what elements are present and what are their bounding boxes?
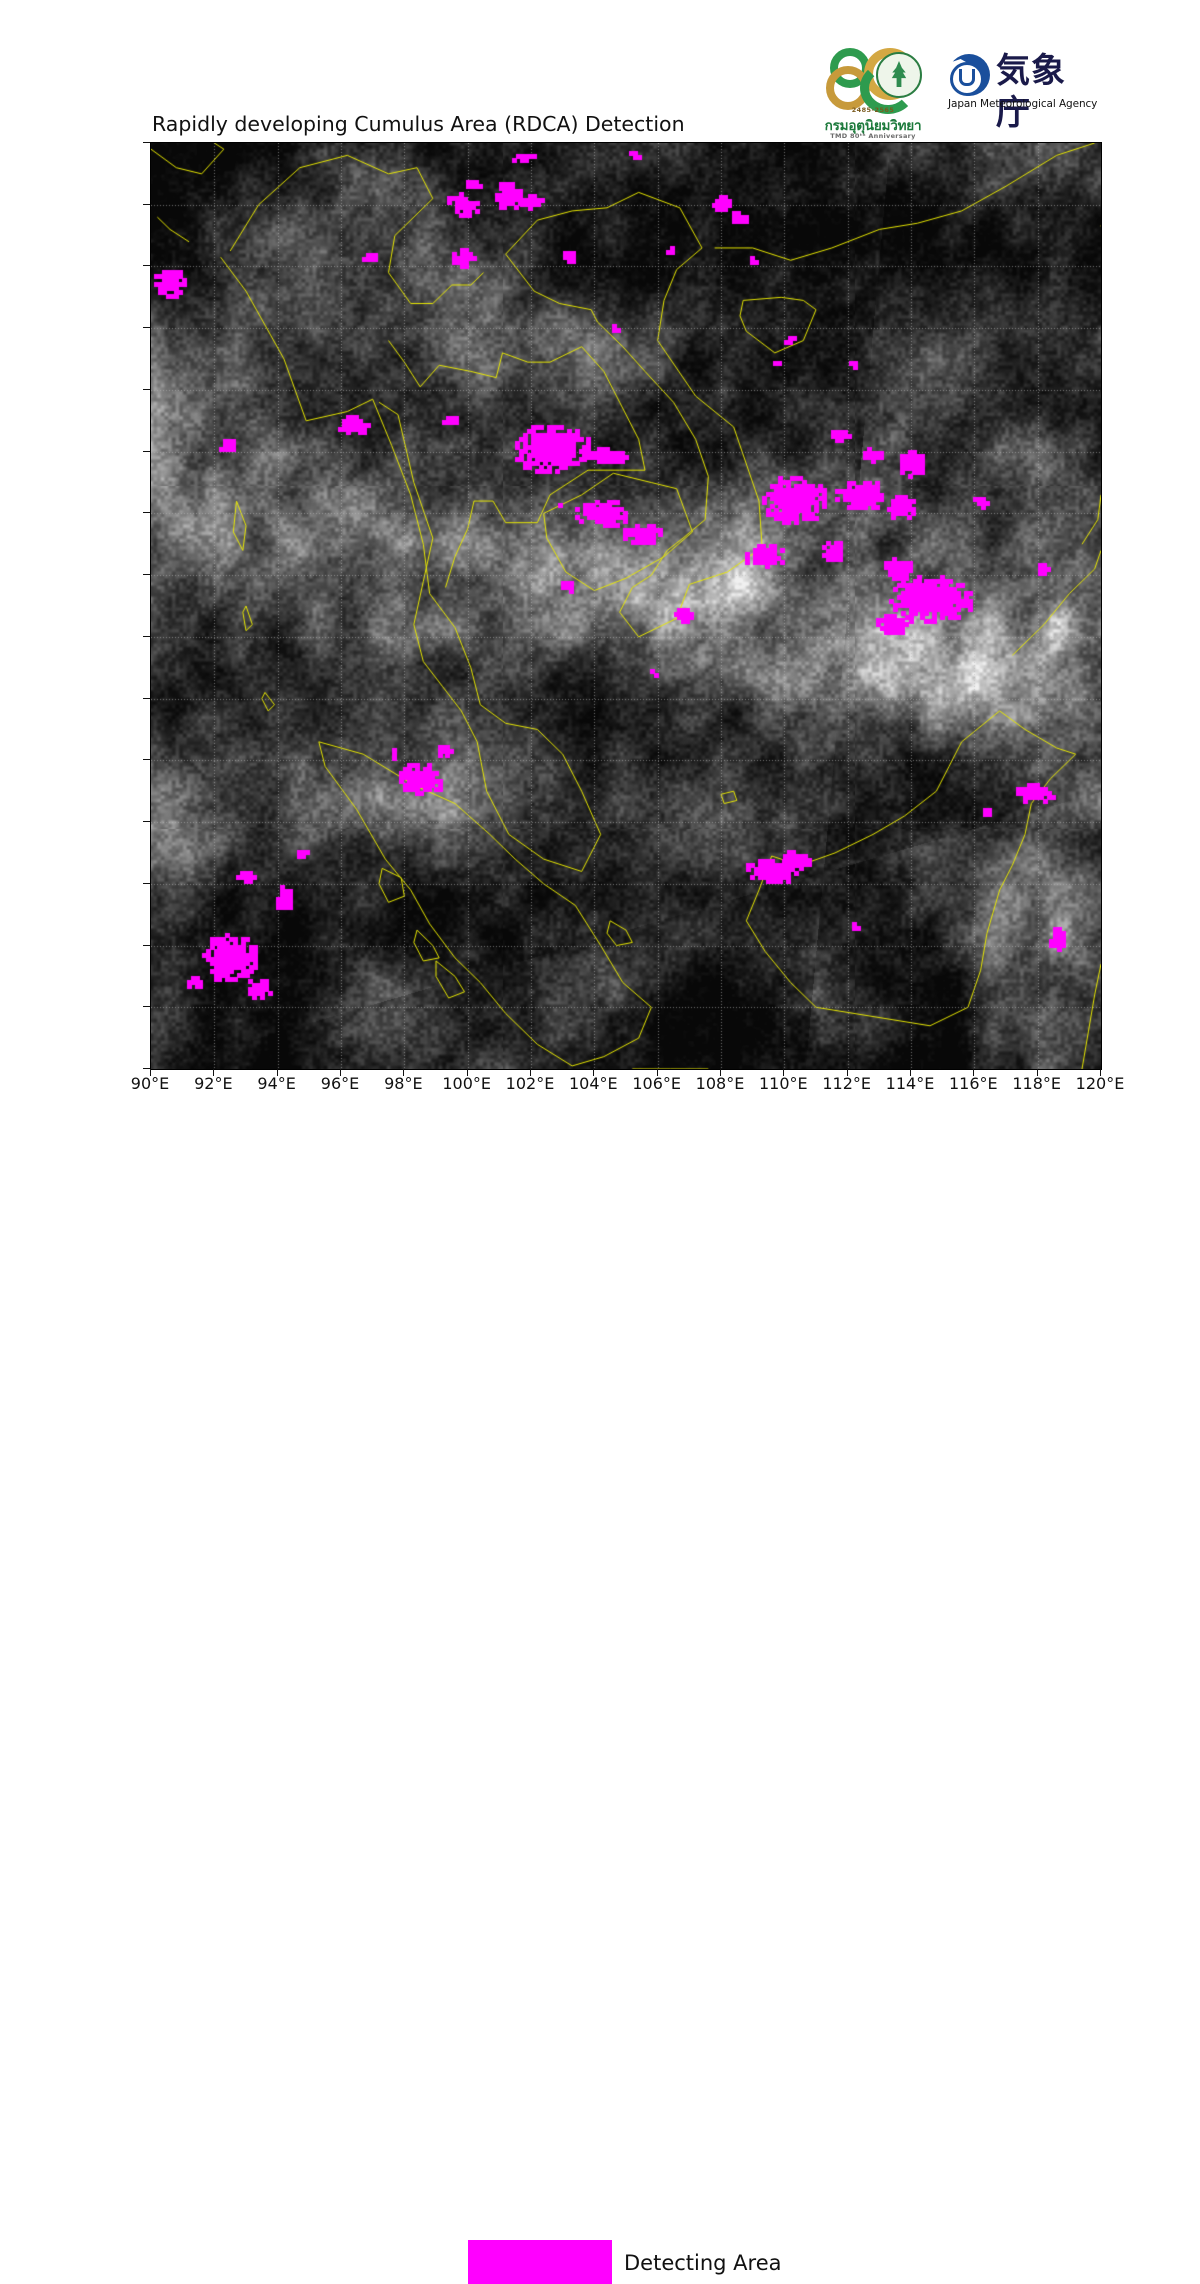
x-axis-tick-label: 94°E	[257, 1074, 296, 1093]
x-axis-tick-label: 102°E	[505, 1074, 555, 1093]
y-axis-tick-mark	[143, 574, 150, 576]
tmd-anniversary-label: TMD 80ᵗʰ Anniversary	[830, 132, 916, 140]
x-axis-tick-label: 118°E	[1012, 1074, 1061, 1093]
y-axis-tick-mark	[143, 944, 150, 946]
x-axis-tick-label: 110°E	[759, 1074, 808, 1093]
x-axis-tick-mark	[466, 1069, 468, 1076]
x-axis-tick-label: 114°E	[885, 1074, 935, 1093]
y-axis-tick-mark	[143, 265, 150, 267]
header: Rapidly developing Cumulus Area (RDCA) D…	[0, 0, 1200, 297]
x-axis-tick-label: 104°E	[569, 1074, 618, 1093]
x-axis-tick-label: 108°E	[695, 1074, 745, 1093]
y-axis-tick-mark	[143, 635, 150, 637]
legend-label: Detecting Area	[624, 2251, 782, 2275]
x-axis-tick-label: 106°E	[632, 1074, 681, 1093]
x-axis-tick-label: 100°E	[442, 1074, 491, 1093]
graticule-layer	[151, 143, 1101, 1069]
y-axis-tick-mark	[143, 142, 150, 143]
y-axis-tick-mark	[143, 1006, 150, 1008]
x-axis-tick-mark	[593, 1069, 595, 1076]
y-axis-tick-mark	[143, 821, 150, 823]
y-axis-tick-mark	[143, 512, 150, 514]
x-axis-tick-mark	[973, 1069, 975, 1076]
x-axis-tick-mark	[783, 1069, 785, 1076]
x-axis-tick-label: 120°E	[1075, 1074, 1125, 1093]
y-axis-tick-mark	[143, 697, 150, 699]
x-axis-tick-mark	[846, 1069, 848, 1076]
tmd-thai-name: กรมอุตุนิยมวิทยา	[824, 118, 922, 134]
y-axis-tick-mark	[143, 450, 150, 452]
x-axis-tick-mark	[656, 1069, 658, 1076]
x-axis-tick-mark	[276, 1069, 278, 1076]
tmd-anniversary-logo: 2485-2565 กรมอุตุนิยมวิทยา TMD 80ᵗʰ Anni…	[812, 44, 934, 144]
y-axis-tick-mark	[143, 1068, 150, 1069]
x-axis-tick-label: 112°E	[822, 1074, 871, 1093]
y-axis-tick-mark	[143, 203, 150, 205]
x-axis-tick-mark	[340, 1069, 341, 1076]
x-axis-tick-mark	[530, 1069, 531, 1076]
y-axis-tick-mark	[143, 388, 150, 390]
x-axis-tick-label: 92°E	[194, 1074, 233, 1093]
x-axis-tick-mark	[720, 1069, 721, 1076]
x-axis-tick-label: 96°E	[320, 1074, 360, 1093]
x-axis-tick-label: 90°E	[130, 1074, 170, 1093]
jma-kanji-label: 気象庁	[996, 51, 1066, 133]
x-axis-tick-mark	[403, 1069, 405, 1076]
tmd-80-emblem-icon	[820, 46, 926, 114]
y-axis-tick-mark	[143, 327, 150, 329]
satellite-map-plot	[150, 142, 1102, 1070]
x-axis-tick-mark	[910, 1069, 911, 1076]
x-axis-tick-mark	[150, 1069, 151, 1076]
title-line-detection: Rapidly developing Cumulus Area (RDCA) D…	[152, 112, 685, 137]
x-axis-tick-mark	[1100, 1069, 1101, 1076]
y-axis-tick-mark	[143, 882, 150, 884]
x-axis-tick-label: 116°E	[949, 1074, 998, 1093]
x-axis-tick-mark	[213, 1069, 215, 1076]
jma-english-label: Japan Meteorological Agency	[948, 98, 1098, 110]
y-axis-tick-mark	[143, 759, 150, 761]
legend-color-swatch	[468, 2240, 612, 2284]
legend: Detecting Area	[0, 1118, 1200, 2284]
jma-emblem-icon	[948, 54, 990, 96]
x-axis-tick-mark	[1036, 1069, 1038, 1076]
tmd-seal-icon	[876, 52, 922, 98]
jma-logo: 気象庁 Japan Meteorological Agency	[948, 51, 1098, 133]
x-axis-tick-label: 98°E	[384, 1074, 423, 1093]
tmd-years-label: 2485-2565	[851, 106, 895, 114]
